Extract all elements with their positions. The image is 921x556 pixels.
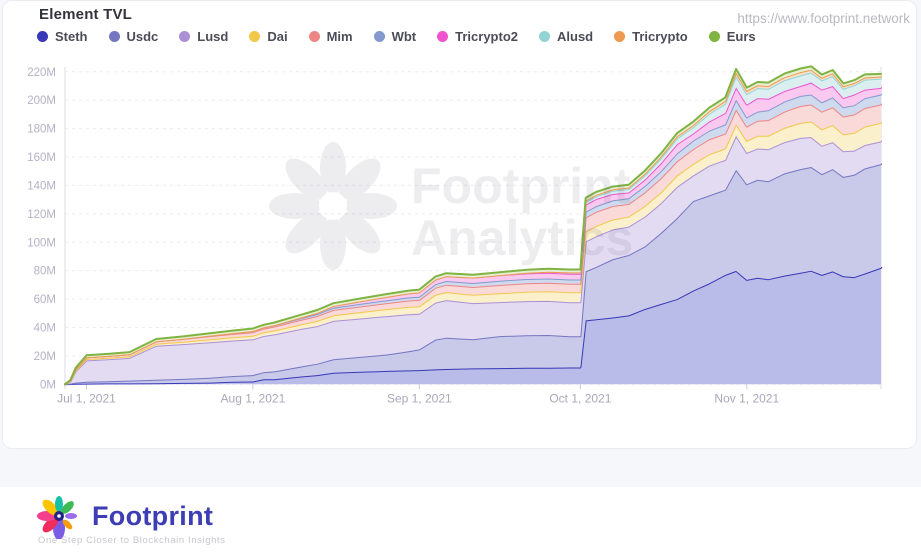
logo-petal xyxy=(65,513,77,519)
y-axis-label: 100M xyxy=(27,237,56,249)
legend-dot-steth xyxy=(37,31,48,42)
y-axis-label: 40M xyxy=(34,322,56,334)
area-mim xyxy=(65,104,881,385)
legend-item-usdc[interactable]: Usdc xyxy=(108,29,159,44)
tvl-stacked-area-chart: 0M 20M 40M 60M 80M 100M 120M 140M 160M 180M 200M 22… xyxy=(27,65,882,405)
chart-area: 0M 20M 40M 60M 80M 100M 120M 140M 160M 180M 200M 22… xyxy=(3,1,921,448)
watermark-flower-petal xyxy=(339,158,381,200)
legend-item-dai[interactable]: Dai xyxy=(249,29,288,44)
legend-label: Eurs xyxy=(726,29,756,44)
watermark-flower-petal xyxy=(269,193,321,219)
legend-label: Tricrypto xyxy=(632,29,688,44)
y-axis-label: 180M xyxy=(27,124,56,136)
legend-label: Lusd xyxy=(197,29,229,44)
legend-dot-dai xyxy=(249,31,261,42)
area-lusd xyxy=(65,135,881,385)
logo-petal xyxy=(42,516,59,533)
legend-dot-alusd xyxy=(539,31,550,42)
legend-label: Dai xyxy=(267,29,288,44)
x-axis-label: Aug 1, 2021 xyxy=(221,391,286,405)
y-axis-label: 200M xyxy=(27,95,56,107)
footprint-brand-text: Footprint xyxy=(92,500,214,531)
logo-petal xyxy=(62,519,73,530)
watermark-text-line2: Analytics xyxy=(411,210,633,266)
legend-item-lusd[interactable]: Lusd xyxy=(179,29,228,44)
y-axis-label: 60M xyxy=(34,294,56,306)
site-url: https://www.footprint.network xyxy=(737,11,910,26)
legend-dot-tricrypto2 xyxy=(437,31,449,42)
y-axis-label: 0M xyxy=(40,379,56,391)
legend-item-eurs[interactable]: Eurs xyxy=(708,29,756,44)
y-axis-label: 220M xyxy=(27,67,56,79)
x-axis-label: Sep 1, 2021 xyxy=(387,391,452,405)
legend-dot-eurs xyxy=(708,31,720,42)
legend-item-tricrypto[interactable]: Tricrypto xyxy=(614,29,688,44)
x-axis-label: Oct 1, 2021 xyxy=(549,391,611,405)
logo-center-hole xyxy=(57,514,61,518)
page-footer: Footprint One Step Closer to Blockchain … xyxy=(0,487,921,556)
chart-title: Element TVL xyxy=(39,6,133,23)
chart-legend: Steth Usdc Lusd Dai Mim Wbt Tricrypto2 Alusd Tri… xyxy=(37,29,796,44)
legend-label: Alusd xyxy=(557,29,594,44)
legend-label: Mim xyxy=(326,29,353,44)
legend-label: Usdc xyxy=(126,29,159,44)
footprint-flower-icon xyxy=(37,496,77,539)
y-axis-label: 80M xyxy=(34,266,56,278)
y-axis-label: 160M xyxy=(27,152,56,164)
x-axis-label: Jul 1, 2021 xyxy=(57,391,116,405)
legend-label: Steth xyxy=(55,29,88,44)
watermark-flower-petal xyxy=(285,212,327,254)
legend-item-alusd[interactable]: Alusd xyxy=(539,29,593,44)
legend-label: Tricrypto2 xyxy=(455,29,518,44)
legend-label: Wbt xyxy=(391,29,417,44)
watermark-flower-petal xyxy=(345,193,397,219)
y-axis-label: 120M xyxy=(27,209,56,221)
chart-card: Element TVL https://www.footprint.networ… xyxy=(2,0,917,449)
legend-item-tricrypto2[interactable]: Tricrypto2 xyxy=(437,29,518,44)
legend-item-steth[interactable]: Steth xyxy=(37,29,88,44)
legend-item-wbt[interactable]: Wbt xyxy=(373,29,417,44)
legend-dot-tricrypto xyxy=(614,31,626,42)
watermark-flower-center xyxy=(319,192,347,220)
watermark-flower-petal xyxy=(320,142,346,194)
footer-tagline: One Step Closer to Blockchain Insights xyxy=(38,535,226,546)
area-steth xyxy=(65,267,881,385)
footprint-logo[interactable]: Footprint xyxy=(36,493,213,539)
legend-dot-lusd xyxy=(179,31,191,42)
watermark-flower-petal xyxy=(285,158,327,200)
chart-header: Element TVL xyxy=(39,6,132,24)
legend-dot-mim xyxy=(308,31,320,42)
line-eurs xyxy=(64,65,882,386)
watermark-flower-petal xyxy=(339,212,381,254)
legend-dot-usdc xyxy=(108,31,120,42)
x-axis-label: Nov 1, 2021 xyxy=(714,391,779,405)
logo-petal xyxy=(61,501,74,514)
legend-item-mim[interactable]: Mim xyxy=(308,29,353,44)
legend-dot-wbt xyxy=(373,31,385,42)
watermark-text-line1: Footprint xyxy=(411,158,631,214)
logo-petal xyxy=(42,499,59,516)
watermark-flower-petal xyxy=(320,218,346,270)
y-axis-label: 140M xyxy=(27,180,56,192)
logo-petal xyxy=(55,496,63,512)
y-axis-label: 20M xyxy=(34,351,56,363)
